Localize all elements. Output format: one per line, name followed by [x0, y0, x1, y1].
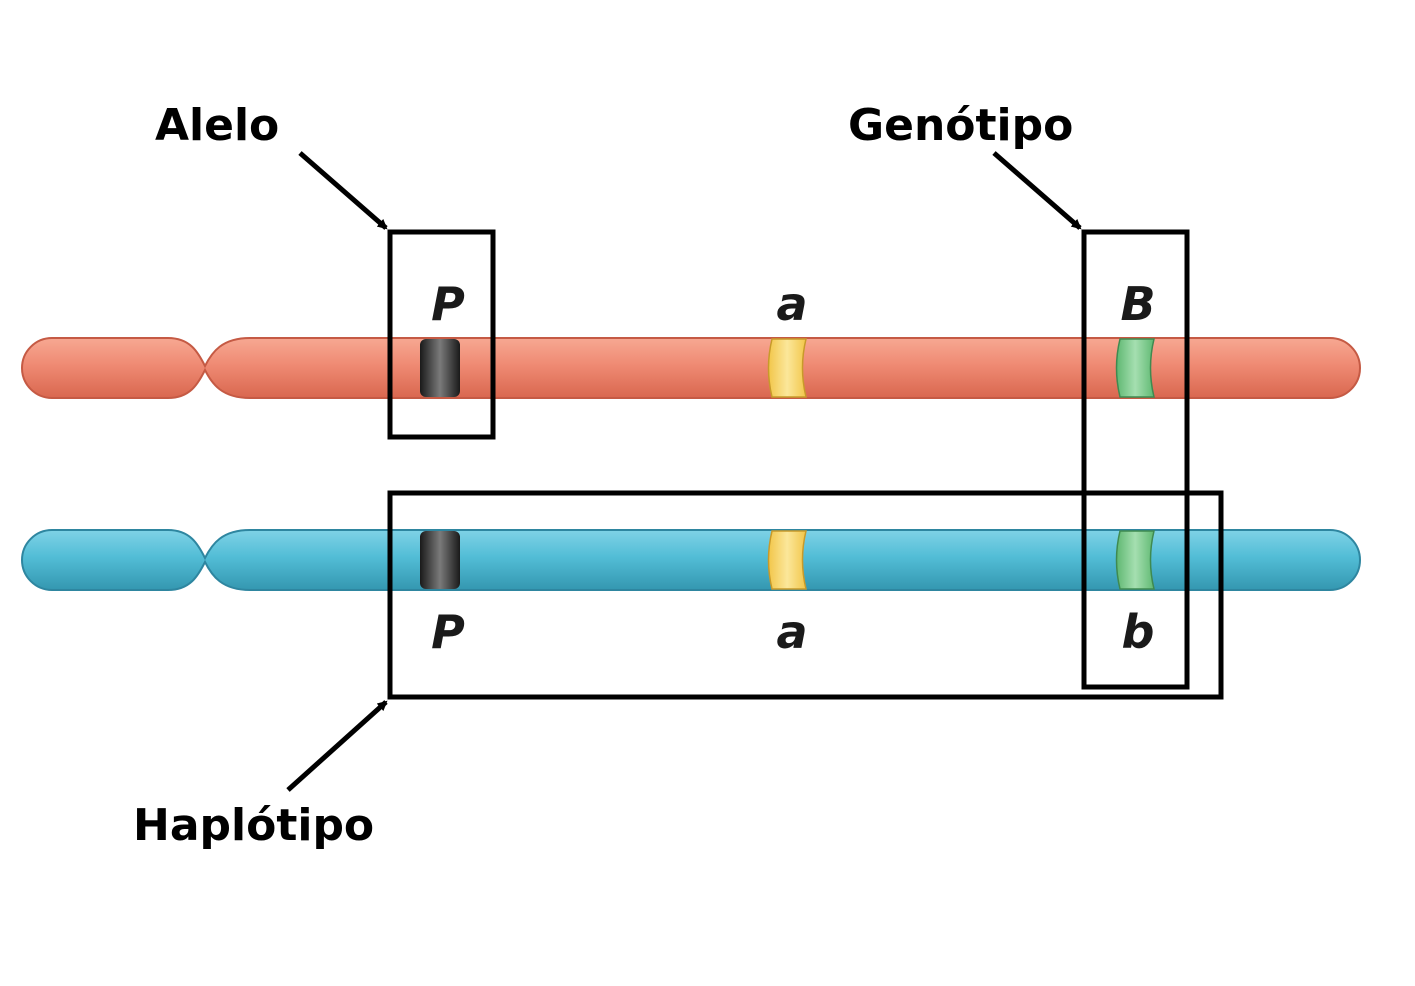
- genotype-box: [1081, 229, 1190, 690]
- chromosome-top: [21, 337, 1361, 399]
- allele-letter-top-3: B: [1120, 277, 1155, 331]
- allele-letter-top-1: P: [431, 277, 465, 331]
- genotype-label: Genótipo: [848, 100, 1073, 151]
- chromosome-bottom: [21, 529, 1361, 591]
- genotype-arrow: [992, 151, 1082, 230]
- band-top-locus3: [1115, 338, 1155, 398]
- band-bottom-locus3: [1115, 530, 1155, 590]
- allele-arrow: [298, 151, 388, 230]
- haplotype-box: [387, 490, 1224, 700]
- haplotype-label: Haplótipo: [133, 800, 374, 851]
- allele-letter-bottom-1: P: [431, 605, 465, 659]
- allele-letter-bottom-3: b: [1122, 605, 1155, 659]
- band-bottom-locus1: [420, 531, 460, 589]
- allele-box: [387, 229, 496, 440]
- band-top-locus1: [420, 339, 460, 397]
- allele-label: Alelo: [155, 100, 279, 151]
- band-top-locus2: [767, 338, 807, 398]
- band-bottom-locus2: [767, 530, 807, 590]
- allele-letter-top-2: a: [776, 277, 807, 331]
- haplotype-arrow: [286, 700, 388, 792]
- allele-letter-bottom-2: a: [776, 605, 807, 659]
